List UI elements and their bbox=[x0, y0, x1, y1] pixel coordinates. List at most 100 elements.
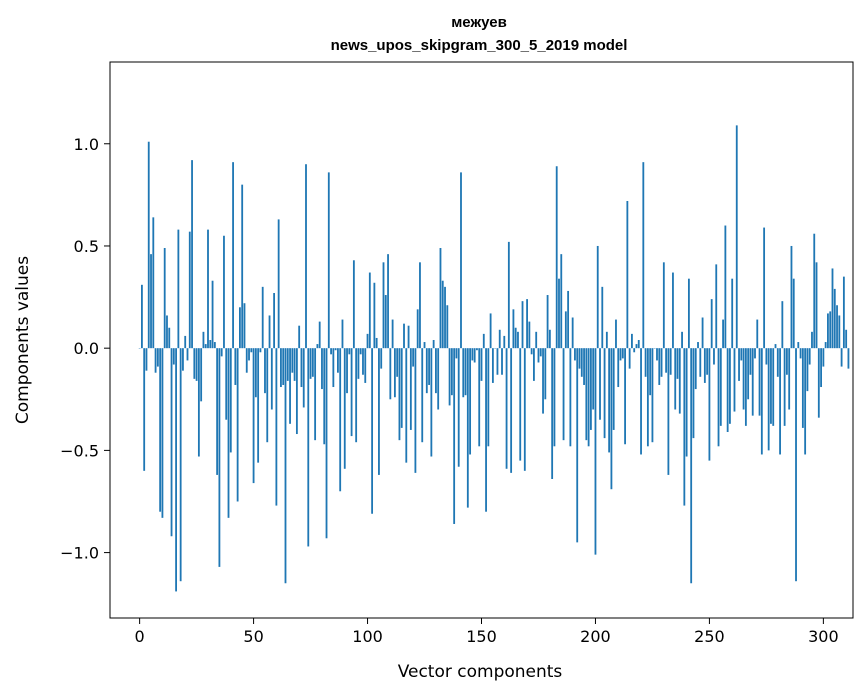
bar bbox=[770, 348, 772, 424]
bar bbox=[398, 348, 401, 441]
bar bbox=[204, 344, 207, 349]
x-tick-label: 100 bbox=[352, 627, 383, 646]
chart-subtitle: news_upos_skipgram_300_5_2019 model bbox=[331, 37, 628, 54]
bar bbox=[754, 348, 756, 359]
bar bbox=[355, 348, 358, 443]
bar bbox=[448, 348, 451, 406]
bar bbox=[631, 333, 633, 349]
bar bbox=[396, 348, 399, 377]
bar bbox=[681, 331, 683, 349]
bar bbox=[845, 329, 848, 349]
bar bbox=[608, 348, 611, 453]
bar bbox=[822, 348, 825, 367]
bar bbox=[772, 348, 775, 426]
bar bbox=[587, 348, 590, 447]
bar bbox=[763, 227, 766, 349]
bar bbox=[191, 160, 193, 349]
bar bbox=[325, 348, 328, 539]
bar bbox=[213, 342, 216, 349]
bar bbox=[387, 254, 389, 349]
bar bbox=[159, 348, 162, 512]
bar bbox=[640, 348, 642, 455]
bar bbox=[314, 348, 317, 441]
bar bbox=[567, 290, 570, 349]
bar bbox=[186, 348, 189, 361]
bar bbox=[348, 348, 351, 355]
bar bbox=[391, 319, 394, 349]
bar bbox=[847, 348, 850, 369]
bar bbox=[523, 348, 526, 471]
bar bbox=[307, 348, 310, 547]
bar bbox=[435, 348, 437, 394]
bar bbox=[407, 325, 410, 349]
bar bbox=[585, 348, 588, 441]
bar bbox=[179, 348, 182, 582]
bar bbox=[669, 348, 672, 375]
bar bbox=[801, 348, 804, 428]
bar bbox=[419, 262, 421, 349]
bar bbox=[683, 348, 686, 506]
bar bbox=[184, 335, 187, 349]
bar bbox=[738, 348, 740, 381]
bar bbox=[359, 348, 362, 355]
bar bbox=[578, 348, 581, 369]
bar bbox=[528, 321, 531, 349]
bar bbox=[330, 348, 332, 355]
bar bbox=[172, 348, 175, 365]
bar bbox=[152, 217, 155, 349]
bar bbox=[316, 344, 319, 349]
bar bbox=[380, 348, 383, 369]
bar bbox=[660, 348, 663, 377]
bar bbox=[617, 348, 620, 388]
bar bbox=[343, 348, 346, 469]
bar bbox=[806, 348, 809, 392]
bar bbox=[220, 348, 223, 357]
bar bbox=[225, 348, 228, 420]
bar bbox=[197, 348, 200, 457]
bar bbox=[446, 305, 449, 349]
bar bbox=[428, 348, 430, 385]
bar bbox=[703, 348, 706, 383]
bar bbox=[740, 348, 743, 361]
bar bbox=[603, 348, 606, 439]
bar bbox=[662, 262, 665, 349]
bar bbox=[259, 348, 262, 353]
y-axis-label: Components values bbox=[13, 256, 33, 424]
x-tick-label: 200 bbox=[580, 627, 611, 646]
bar bbox=[710, 299, 713, 349]
bar bbox=[498, 329, 501, 349]
bar bbox=[779, 348, 781, 455]
bar bbox=[539, 348, 542, 357]
bar bbox=[339, 348, 342, 492]
bar bbox=[216, 348, 219, 475]
bar bbox=[708, 348, 711, 461]
bar bbox=[813, 233, 816, 349]
bar bbox=[592, 348, 595, 410]
bar bbox=[817, 348, 820, 418]
bar bbox=[425, 348, 428, 394]
bar bbox=[457, 348, 460, 467]
bar bbox=[676, 348, 679, 379]
bar bbox=[248, 348, 250, 361]
bar bbox=[665, 348, 668, 373]
bar bbox=[478, 348, 481, 447]
bar bbox=[337, 348, 339, 373]
bar bbox=[275, 348, 278, 506]
bar bbox=[533, 348, 535, 381]
bar bbox=[280, 348, 282, 388]
bar bbox=[464, 348, 467, 396]
bar bbox=[795, 348, 797, 582]
bar bbox=[232, 162, 234, 349]
x-tick-label: 250 bbox=[694, 627, 725, 646]
x-axis-ticks: 0 50 100 150 200 250 300 bbox=[135, 618, 839, 646]
bar bbox=[624, 348, 626, 445]
bar bbox=[674, 348, 677, 410]
bar bbox=[261, 286, 264, 349]
bar bbox=[792, 278, 795, 349]
bar bbox=[510, 348, 513, 473]
bar bbox=[715, 264, 718, 349]
bar bbox=[685, 348, 688, 457]
bar bbox=[245, 348, 248, 373]
bar bbox=[441, 280, 444, 349]
bar bbox=[731, 278, 734, 349]
